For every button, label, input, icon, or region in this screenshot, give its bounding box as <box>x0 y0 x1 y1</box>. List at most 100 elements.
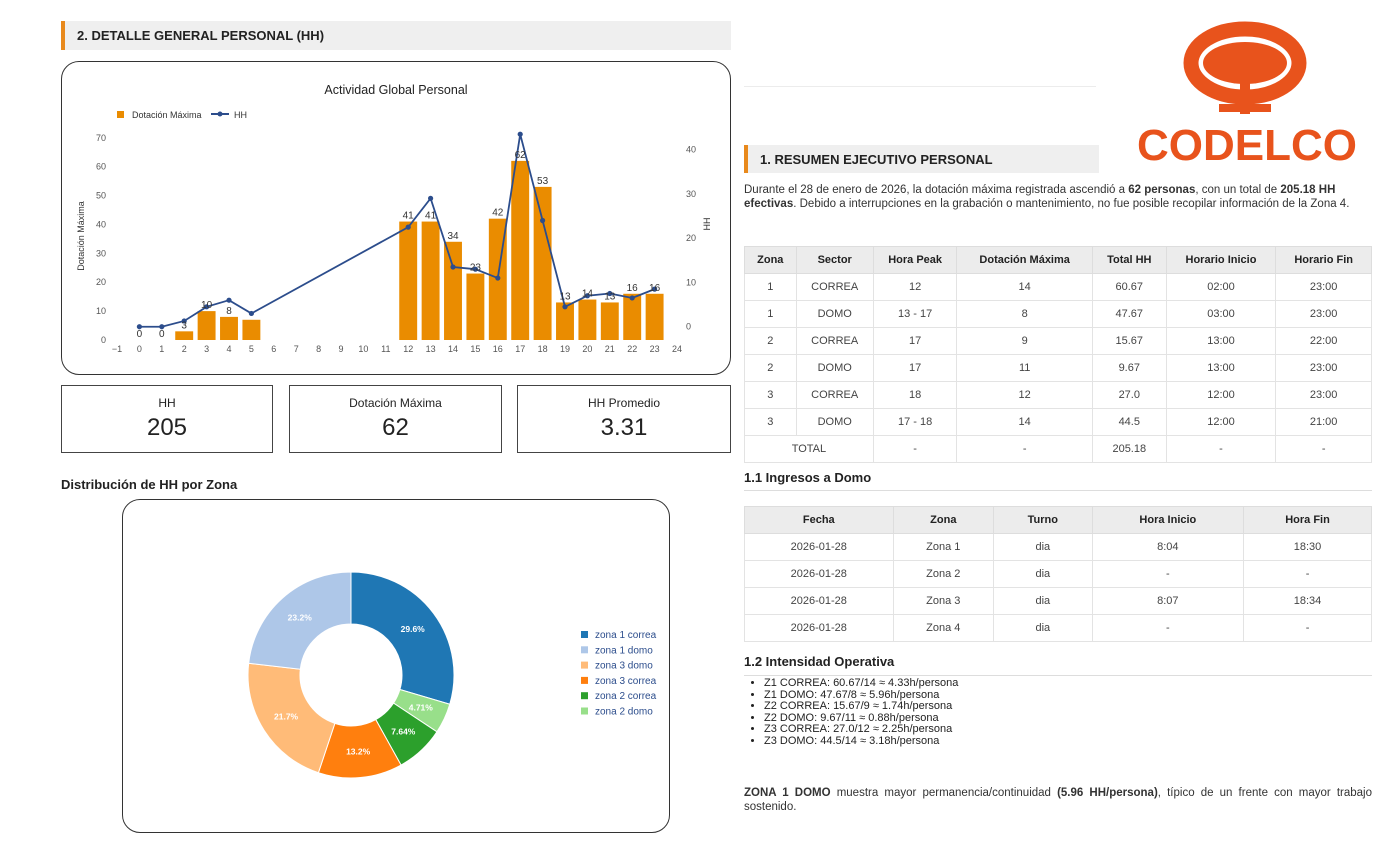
hh-point <box>428 195 434 201</box>
legend-label: zona 3 domo <box>595 661 653 672</box>
table-cell: 02:00 <box>1165 273 1277 301</box>
table-cell: dia <box>993 560 1093 588</box>
legend-swatch <box>581 676 588 684</box>
bar <box>533 186 552 340</box>
kpi-value: 62 <box>382 414 409 441</box>
hh-point <box>629 295 635 301</box>
x-tick-label: 20 <box>582 344 592 354</box>
x-tick-label: 14 <box>448 344 458 354</box>
y2-tick-label: 30 <box>686 189 696 199</box>
hh-point <box>181 318 187 324</box>
table-cell: - <box>1091 614 1245 642</box>
x-tick-label: 4 <box>226 344 231 354</box>
hh-point <box>562 304 568 310</box>
slice-label: 23.2% <box>288 613 313 623</box>
hh-point <box>517 131 523 137</box>
activity-chart: Actividad Global Personal Dotación Máxima… <box>76 83 712 354</box>
y-tick-label: 40 <box>96 219 106 229</box>
x-tick-label: 12 <box>403 344 413 354</box>
table-cell: CORREA <box>795 273 874 301</box>
x-tick-label: 0 <box>137 344 142 354</box>
x-tick-label: 21 <box>605 344 615 354</box>
table-cell: 12:00 <box>1165 408 1277 436</box>
hh-point <box>136 324 142 330</box>
donut-slice <box>350 571 455 705</box>
table-cell: Zona 3 <box>892 587 995 615</box>
table-cell: 1 <box>744 300 797 328</box>
table-cell: Zona 2 <box>892 560 995 588</box>
y-tick-label: 10 <box>96 306 106 316</box>
legend-label: zona 3 correa <box>595 676 657 687</box>
table-cell: Zona 4 <box>892 614 995 642</box>
table-cell: 9 <box>956 327 1093 355</box>
table-row: 2026-01-28 Zona 4 dia - - <box>744 614 1372 642</box>
section-title-text: 2. DETALLE GENERAL PERSONAL (HH) <box>77 28 325 43</box>
y2-tick-label: 0 <box>686 322 691 332</box>
hh-point <box>204 304 210 310</box>
kpi-dotacion-maxima: Dotación Máxima 62 <box>289 385 502 453</box>
x-tick-label: 16 <box>493 344 503 354</box>
table-cell: 3 <box>744 381 797 409</box>
donut-section-title: Distribución de HH por Zona <box>61 477 238 492</box>
hh-point <box>607 290 613 297</box>
legend-label: zona 2 domo <box>595 707 653 718</box>
table-cell: 15.67 <box>1091 327 1167 355</box>
intensity-list-wrapper: Z1 CORREA: 60.67/14 ≈ 4.33h/personaZ1 DO… <box>744 677 1372 748</box>
hh-point <box>405 224 411 230</box>
bar-data-label: 53 <box>537 176 549 187</box>
table-cell: 11 <box>956 354 1093 382</box>
bar <box>197 311 216 340</box>
table-cell: 27.0 <box>1091 381 1167 409</box>
table-cell: 17 <box>872 327 958 355</box>
kpi-label: HH Promedio <box>587 396 661 410</box>
hh-point <box>540 217 546 224</box>
legend-label: zona 1 domo <box>595 645 653 656</box>
bar-data-label: 16 <box>649 283 661 294</box>
table-cell: - <box>1165 435 1277 463</box>
table-cell: 23:00 <box>1275 354 1372 382</box>
x-tick-label: 11 <box>381 344 390 354</box>
bar <box>600 302 619 340</box>
table-cell: 47.67 <box>1091 300 1167 328</box>
divider <box>744 86 1096 87</box>
section-title-text: 1. RESUMEN EJECUTIVO PERSONAL <box>760 151 993 167</box>
table-cell: 21:00 <box>1275 408 1372 436</box>
table-cell: TOTAL <box>744 435 874 463</box>
x-tick-label: 8 <box>316 344 321 354</box>
table-cell: DOMO <box>795 354 874 382</box>
y-tick-label: 20 <box>96 277 106 287</box>
table-cell: DOMO <box>795 300 874 328</box>
y-axis-label: Dotación Máxima <box>76 201 86 271</box>
column-header: Dotación Máxima <box>956 246 1093 274</box>
bar-data-label: 34 <box>447 231 459 242</box>
legend-label: zona 1 correa <box>595 630 657 641</box>
column-header: Hora Fin <box>1243 506 1372 534</box>
table-header-row: Fecha Zona Turno Hora Inicio Hora Fin <box>744 506 1372 534</box>
table-cell: 1 <box>744 273 797 301</box>
table-cell: - <box>1243 614 1372 642</box>
table-cell: - <box>872 435 958 463</box>
slice-label: 7.64% <box>391 726 416 736</box>
y-tick-label: 60 <box>96 162 106 172</box>
bar-data-label: 0 <box>137 329 143 340</box>
table-row: 2026-01-28 Zona 3 dia 8:07 18:34 <box>744 587 1372 615</box>
slice-label: 29.6% <box>401 624 426 634</box>
table-cell: 18:30 <box>1243 533 1372 561</box>
legend-line-marker <box>217 111 223 117</box>
table-cell: 12 <box>872 273 958 301</box>
x-tick-label: 10 <box>358 344 368 354</box>
hh-point <box>450 264 456 270</box>
section-title-resumen: 1. RESUMEN EJECUTIVO PERSONAL <box>744 145 1099 173</box>
x-tick-label: −1 <box>112 344 122 354</box>
table-cell: CORREA <box>795 327 874 355</box>
x-tick-label: 13 <box>426 344 436 354</box>
list-item: Z3 DOMO: 44.5/14 ≈ 3.18h/persona <box>764 735 1372 748</box>
hh-point <box>652 286 658 292</box>
donut-chart: 29.6% 4.71% 7.64% 13.2% 21.7% 23.2% zona 1 cor… <box>247 571 657 779</box>
bar <box>511 160 530 340</box>
y2-tick-label: 20 <box>686 233 696 243</box>
donut-slice <box>248 571 352 670</box>
donut-slice <box>247 662 336 774</box>
activity-chart-card: Actividad Global Personal Dotación Máxima… <box>61 61 731 375</box>
bar <box>242 319 261 340</box>
